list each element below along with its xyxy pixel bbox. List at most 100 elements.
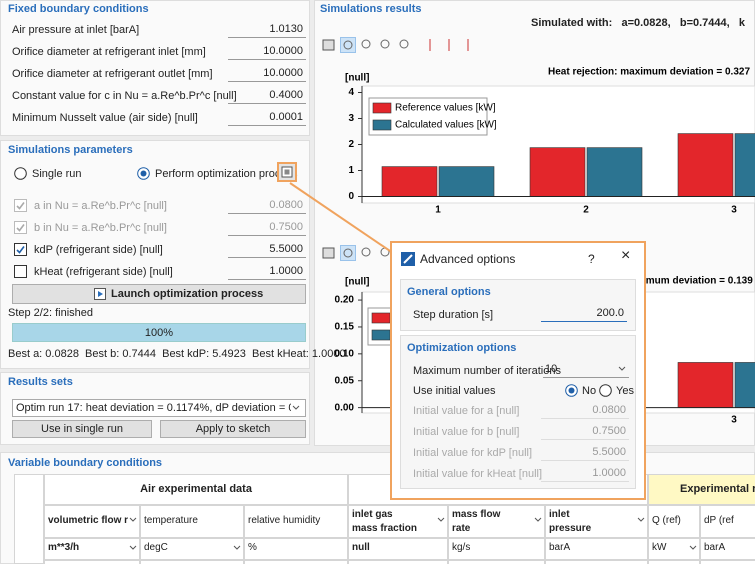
toolbar-button[interactable] bbox=[460, 37, 476, 53]
value-field[interactable]: 10.0000 bbox=[228, 65, 306, 82]
radio-button[interactable] bbox=[14, 167, 27, 180]
value-field[interactable]: 200.0 bbox=[541, 305, 627, 322]
legend-swatch bbox=[372, 119, 392, 131]
toolbar-icon bbox=[380, 39, 390, 49]
value-field[interactable]: 1.0130 bbox=[228, 21, 306, 38]
value-text: 0.0800 bbox=[592, 404, 626, 416]
field-label: Constant value for c in Nu = a.Re^b.Pr^c… bbox=[12, 90, 237, 102]
value-text: 1.0000 bbox=[269, 265, 303, 277]
radio-button[interactable] bbox=[137, 167, 150, 180]
legend-swatch bbox=[372, 102, 392, 114]
checkbox-label[interactable]: kdP (refrigerant side) [null] bbox=[34, 244, 163, 256]
radio-label[interactable]: No bbox=[582, 385, 597, 397]
best-results: Best a: 0.0828 Best b: 0.7444 Best kdP: … bbox=[8, 348, 346, 360]
value-field[interactable]: 0.7500 bbox=[541, 423, 629, 440]
launch-button[interactable]: Launch optimization process bbox=[12, 284, 306, 304]
radio-label[interactable]: Yes bbox=[616, 385, 634, 397]
play-icon bbox=[94, 288, 106, 303]
section-title: Simulations results bbox=[320, 3, 422, 15]
radio-button[interactable] bbox=[599, 384, 612, 397]
close-button[interactable]: × bbox=[621, 247, 631, 264]
field-label: Orifice diameter at refrigerant inlet [m… bbox=[12, 46, 206, 58]
checkbox[interactable] bbox=[14, 199, 27, 212]
y-tick-label: 3 bbox=[348, 113, 354, 124]
dialog-icon-svg bbox=[401, 252, 415, 266]
spin-arrows bbox=[617, 364, 627, 377]
radio-icon bbox=[599, 384, 612, 397]
icon-circle bbox=[361, 39, 371, 49]
value-field[interactable]: 0.0800 bbox=[228, 197, 306, 214]
value-field[interactable]: 0.7500 bbox=[228, 219, 306, 236]
bar bbox=[586, 147, 643, 197]
value-text: 0.4000 bbox=[269, 89, 303, 101]
toolbar-button[interactable] bbox=[321, 37, 337, 53]
toolbar-button[interactable] bbox=[422, 37, 438, 53]
toolbar-icon bbox=[399, 39, 409, 49]
field-label: Maximum number of iterations bbox=[413, 365, 561, 377]
y-tick-label: 2 bbox=[348, 139, 354, 150]
legend-swatch bbox=[371, 329, 391, 341]
settings-button[interactable] bbox=[277, 162, 297, 182]
radio-label[interactable]: Single run bbox=[32, 168, 82, 180]
toolbar-button[interactable] bbox=[397, 37, 413, 53]
value-field[interactable]: 5.5000 bbox=[228, 241, 306, 258]
y-tick-label: 0.00 bbox=[335, 402, 355, 413]
y-tick-label: 0 bbox=[348, 191, 354, 202]
button-label[interactable]: Apply to sketch bbox=[195, 423, 271, 435]
legend-label: Reference values [kW] bbox=[395, 103, 496, 114]
chevron bbox=[618, 366, 626, 371]
checkbox-label[interactable]: kHeat (refrigerant side) [null] bbox=[34, 266, 173, 278]
radio-icon bbox=[14, 167, 27, 180]
value-text: 1.0000 bbox=[592, 467, 626, 479]
toolbar-button[interactable] bbox=[441, 37, 457, 53]
value-field[interactable]: 10.0000 bbox=[228, 43, 306, 60]
help-button[interactable]: ? bbox=[588, 252, 595, 266]
value-field[interactable]: 0.0001 bbox=[228, 109, 306, 126]
value-field[interactable]: 1.0000 bbox=[541, 465, 629, 482]
toolbar-button[interactable] bbox=[378, 37, 394, 53]
value-field[interactable]: 0.0800 bbox=[541, 402, 629, 419]
x-tick-label: 3 bbox=[731, 415, 737, 426]
y-tick-label: 0.10 bbox=[335, 348, 355, 359]
icon-line bbox=[403, 254, 413, 264]
results-dropdown[interactable]: Optim run 17: heat deviation = 0.1174%, … bbox=[12, 399, 306, 417]
toolbar-button[interactable] bbox=[359, 37, 375, 53]
check-line bbox=[16, 224, 25, 232]
y-axis-label: [null] bbox=[345, 277, 369, 288]
settings-icon bbox=[281, 166, 293, 178]
toolbar-button[interactable] bbox=[340, 37, 356, 53]
checkbox[interactable] bbox=[14, 243, 27, 256]
button[interactable]: Apply to sketch bbox=[160, 420, 306, 438]
value-field[interactable]: 1.0000 bbox=[228, 263, 306, 280]
checkbox[interactable] bbox=[14, 265, 27, 278]
button[interactable]: Use in single run bbox=[12, 420, 152, 438]
value-text: 1.0130 bbox=[269, 23, 303, 35]
progress-bar: 100% bbox=[12, 323, 306, 342]
toolbar-icon bbox=[322, 39, 335, 51]
spinbox[interactable]: 10 bbox=[543, 361, 629, 378]
checkbox-label[interactable]: a in Nu = a.Re^b.Pr^c [null] bbox=[34, 200, 167, 212]
button-label[interactable]: Use in single run bbox=[41, 423, 123, 435]
radio-icon bbox=[565, 384, 578, 397]
checkbox-label[interactable]: b in Nu = a.Re^b.Pr^c [null] bbox=[34, 222, 167, 234]
dropdown-text: Optim run 17: heat deviation = 0.1174%, … bbox=[16, 402, 306, 414]
value-text: 0.7500 bbox=[269, 221, 303, 233]
radio-dot bbox=[568, 387, 575, 394]
field-label: Orifice diameter at refrigerant outlet [… bbox=[12, 68, 213, 80]
toolbar-icon bbox=[343, 40, 353, 50]
value-field[interactable]: 0.4000 bbox=[228, 87, 306, 104]
simulated-with: Simulated with: a=0.0828, b=0.7444, k bbox=[531, 17, 745, 29]
radio-ring bbox=[14, 167, 27, 180]
group-title: Optimization options bbox=[407, 342, 517, 354]
radio-button[interactable] bbox=[565, 384, 578, 397]
icon-triangle bbox=[98, 291, 103, 297]
value-field[interactable]: 5.5000 bbox=[541, 444, 629, 461]
field-label: Air pressure at inlet [barA] bbox=[12, 24, 140, 36]
group-box: Optimization options Maximum number of it… bbox=[400, 335, 636, 489]
icon-circle bbox=[399, 39, 409, 49]
check-line bbox=[16, 246, 25, 254]
button-label[interactable]: Launch optimization process bbox=[111, 288, 264, 300]
checkbox[interactable] bbox=[14, 221, 27, 234]
section-title: Simulations parameters bbox=[8, 144, 133, 156]
